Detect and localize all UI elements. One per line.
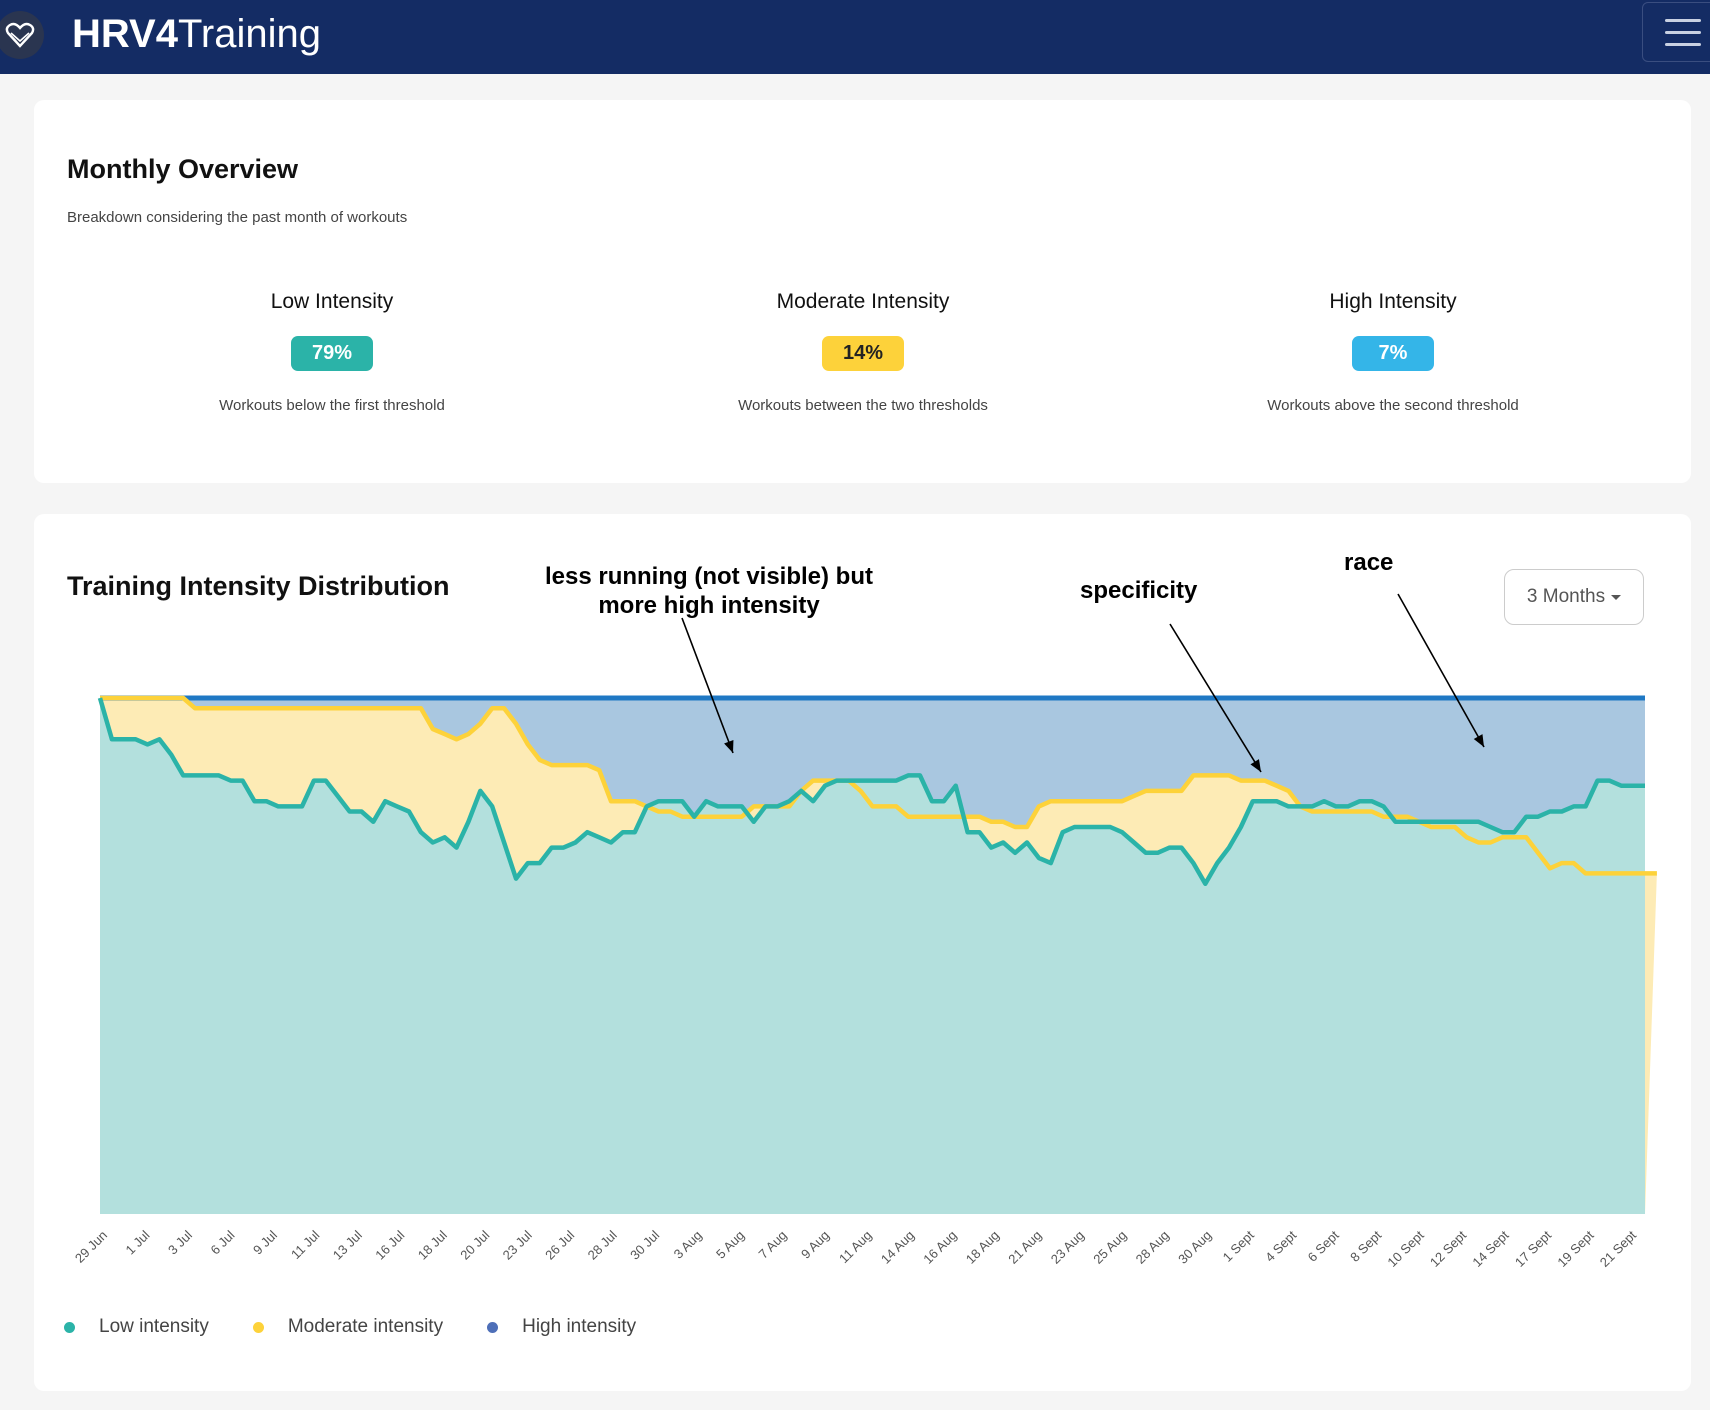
moderate-intensity-label: Moderate Intensity <box>776 290 950 313</box>
x-tick-label: 30 Aug <box>1175 1228 1214 1267</box>
x-tick-label: 28 Aug <box>1133 1228 1172 1267</box>
legend-label-high: High intensity <box>522 1316 637 1337</box>
x-tick-label: 3 Aug <box>671 1228 705 1262</box>
x-tick-label: 11 Jul <box>288 1227 323 1262</box>
x-tick-label: 7 Aug <box>756 1228 790 1262</box>
distribution-card: 29 Jun 1 Jul 3 Jul 6 Jul 9 Jul 11 Jul 13 Jul 16… <box>34 514 1691 1391</box>
legend-item-high[interactable]: High intensity <box>487 1316 636 1338</box>
x-tick-label: 29 Jun <box>72 1228 110 1266</box>
x-tick-label: 23 Aug <box>1048 1228 1087 1267</box>
x-tick-label: 6 Jul <box>208 1227 238 1257</box>
x-tick-label: 9 Aug <box>798 1228 832 1262</box>
low-intensity-badge: 79% <box>291 336 373 371</box>
x-tick-label: 16 Aug <box>920 1228 959 1267</box>
annotation-arrow-line <box>1397 593 1485 748</box>
annotation-line-2: more high intensity <box>598 592 820 619</box>
moderate-intensity-stat: Moderate Intensity 14% Workouts between … <box>663 290 1063 414</box>
legend-item-moderate[interactable]: Moderate intensity <box>252 1316 444 1338</box>
chart-legend: Low intensity Moderate intensity High in… <box>64 1316 680 1338</box>
x-tick-label: 12 Sept <box>1427 1227 1470 1270</box>
x-tick-label: 14 Sept <box>1469 1227 1512 1270</box>
moderate-intensity-desc: Workouts between the two thresholds <box>738 397 988 414</box>
x-tick-label: 21 Aug <box>1005 1228 1044 1267</box>
annotation-arrow-head <box>724 740 734 753</box>
high-intensity-badge: 7% <box>1352 336 1434 371</box>
x-tick-label: 13 Jul <box>330 1227 365 1262</box>
x-tick-label: 9 Jul <box>250 1227 280 1257</box>
annotation-arrow-head <box>1473 734 1484 747</box>
annotation-race: race <box>1344 549 1394 576</box>
low-intensity-line <box>97 697 1645 887</box>
range-dropdown[interactable]: 3 Months <box>1504 569 1644 625</box>
intensity-area-chart: 29 Jun 1 Jul 3 Jul 6 Jul 9 Jul 11 Jul 13 Jul 16… <box>72 593 1657 1270</box>
moderate-intensity-badge: 14% <box>822 336 904 371</box>
x-tick-label: 28 Jul <box>585 1227 620 1262</box>
range-dropdown-label: 3 Months <box>1526 586 1606 607</box>
legend-dot-high <box>487 1321 499 1333</box>
annotation-specificity: specificity <box>1080 577 1198 604</box>
annotation-arrow-head <box>1250 759 1261 772</box>
high-intensity-stat: High Intensity 7% Workouts above the sec… <box>1193 290 1593 414</box>
brand-rest: Training <box>177 12 322 56</box>
x-tick-label: 16 Jul <box>372 1227 407 1262</box>
legend-label-moderate: Moderate intensity <box>287 1316 444 1337</box>
x-tick-label: 26 Jul <box>542 1227 577 1262</box>
x-tick-label: 19 Sept <box>1554 1227 1597 1270</box>
low-intensity-desc: Workouts below the first threshold <box>219 397 445 414</box>
x-tick-label: 23 Jul <box>500 1227 535 1262</box>
x-tick-label: 5 Aug <box>713 1228 747 1262</box>
x-tick-label: 6 Sept <box>1305 1227 1342 1264</box>
x-tick-label: 14 Aug <box>878 1228 917 1267</box>
brand-logo-text[interactable]: HRV4Training <box>72 10 321 58</box>
annotation-arrow-line <box>1169 623 1262 773</box>
heart-shield-icon[interactable] <box>0 11 44 59</box>
x-tick-label: 17 Sept <box>1512 1227 1555 1270</box>
x-tick-label: 21 Sept <box>1597 1227 1640 1270</box>
low-intensity-area <box>100 698 1645 1214</box>
monthly-overview-title: Monthly Overview <box>67 154 299 184</box>
moderate-intensity-line <box>100 695 1657 876</box>
legend-dot-moderate <box>252 1321 264 1333</box>
x-tick-label: 10 Sept <box>1384 1227 1427 1270</box>
annotation-high-intensity: less running (not visible) but more high… <box>509 562 909 620</box>
annotation-arrow-line <box>681 617 734 754</box>
monthly-overview-card: Monthly Overview Breakdown considering t… <box>34 100 1691 483</box>
x-tick-label: 1 Jul <box>123 1227 153 1257</box>
x-tick-label: 4 Sept <box>1262 1227 1299 1264</box>
x-tick-label: 1 Sept <box>1220 1227 1257 1264</box>
high-intensity-desc: Workouts above the second threshold <box>1267 397 1519 414</box>
annotation-line-1: less running (not visible) but <box>544 563 873 590</box>
x-tick-label: 30 Jul <box>627 1227 662 1262</box>
high-intensity-label: High Intensity <box>1329 290 1457 313</box>
legend-label-low: Low intensity <box>99 1316 209 1337</box>
x-tick-label: 3 Jul <box>165 1227 195 1257</box>
legend-item-low[interactable]: Low intensity <box>64 1316 209 1338</box>
x-tick-label: 18 Aug <box>963 1228 1002 1267</box>
x-tick-label: 18 Jul <box>415 1227 450 1262</box>
x-tick-label: 8 Sept <box>1347 1227 1384 1264</box>
hamburger-icon[interactable] <box>1642 2 1710 62</box>
caret-down-icon <box>1611 594 1622 600</box>
monthly-overview-subtitle: Breakdown considering the past month of … <box>67 209 408 226</box>
legend-dot-low <box>64 1321 75 1333</box>
low-intensity-label: Low Intensity <box>270 290 394 313</box>
top-navbar: HRV4Training <box>0 0 1710 74</box>
distribution-title: Training Intensity Distribution <box>67 571 450 601</box>
brand-bold: HRV4 <box>72 12 178 56</box>
x-tick-label: 11 Aug <box>836 1228 875 1267</box>
low-intensity-stat: Low Intensity 79% Workouts below the fir… <box>132 290 532 414</box>
x-tick-label: 25 Aug <box>1090 1228 1129 1267</box>
x-tick-label: 20 Jul <box>457 1227 492 1262</box>
